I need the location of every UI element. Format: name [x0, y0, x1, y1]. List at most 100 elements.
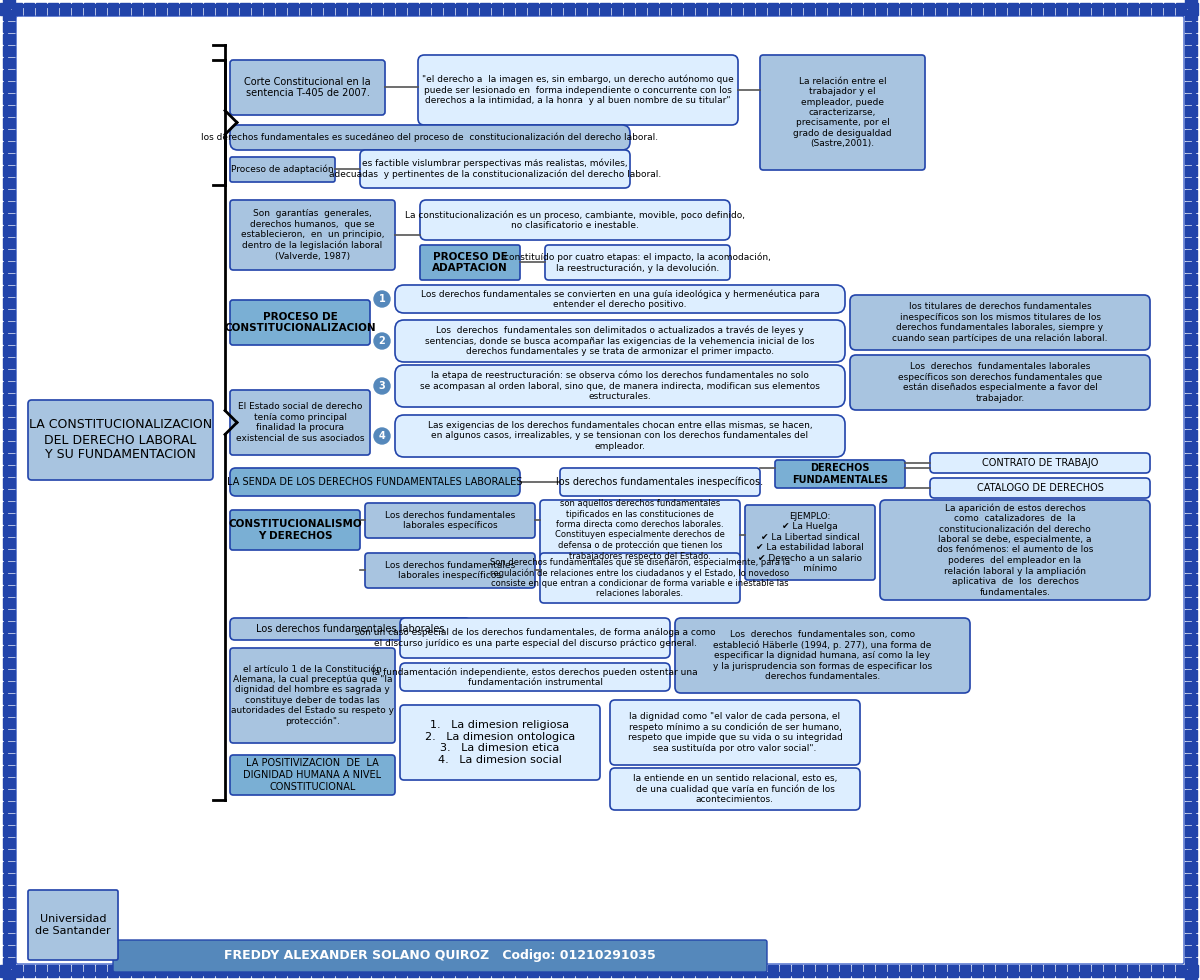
FancyBboxPatch shape	[610, 700, 860, 765]
FancyBboxPatch shape	[674, 618, 970, 693]
Bar	[468, 3, 478, 15]
Bar	[408, 965, 418, 977]
Bar	[156, 965, 166, 977]
FancyBboxPatch shape	[365, 503, 535, 538]
Bar	[780, 3, 790, 15]
Bar	[1186, 94, 1198, 104]
Bar	[504, 965, 514, 977]
FancyBboxPatch shape	[400, 618, 670, 658]
Bar	[420, 965, 430, 977]
Bar	[1186, 334, 1198, 344]
Bar	[756, 965, 766, 977]
Bar	[720, 965, 730, 977]
Bar	[2, 0, 14, 8]
Bar	[492, 965, 502, 977]
Bar	[84, 3, 94, 15]
Bar	[264, 965, 274, 977]
Bar	[1152, 3, 1162, 15]
Bar	[1186, 730, 1198, 740]
Bar	[528, 3, 538, 15]
Bar	[1186, 898, 1198, 908]
Bar	[1186, 754, 1198, 764]
Bar	[2, 250, 14, 260]
Bar	[576, 965, 586, 977]
Bar	[360, 3, 370, 15]
Bar	[2, 598, 14, 608]
Bar	[960, 3, 970, 15]
Text: los titulares de derechos fundamentales
inespecíficos son los mismos titulares d: los titulares de derechos fundamentales …	[893, 302, 1108, 343]
Bar	[2, 58, 14, 68]
Bar	[1186, 382, 1198, 392]
Bar	[1186, 346, 1198, 356]
Text: la entiende en un sentido relacional, esto es,
de una cualidad que varía en func: la entiende en un sentido relacional, es…	[632, 774, 838, 805]
Bar	[444, 965, 454, 977]
Bar	[228, 3, 238, 15]
Bar	[180, 3, 190, 15]
Text: DERECHOS
FUNDAMENTALES: DERECHOS FUNDAMENTALES	[792, 464, 888, 485]
Bar	[816, 965, 826, 977]
Bar	[648, 965, 658, 977]
Bar	[2, 658, 14, 668]
Bar	[444, 3, 454, 15]
Bar	[204, 965, 214, 977]
Bar	[564, 3, 574, 15]
FancyBboxPatch shape	[28, 890, 118, 960]
Bar	[120, 3, 130, 15]
FancyBboxPatch shape	[230, 157, 335, 182]
FancyBboxPatch shape	[395, 415, 845, 457]
Bar	[2, 478, 14, 488]
Circle shape	[374, 333, 390, 349]
FancyBboxPatch shape	[28, 400, 214, 480]
Text: 3: 3	[379, 381, 385, 391]
Bar	[2, 934, 14, 944]
Bar	[252, 3, 262, 15]
Bar	[2, 214, 14, 224]
Bar	[2, 802, 14, 812]
Bar	[516, 965, 526, 977]
Text: la etapa de reestructuración: se observa cómo los derechos fundamentales no solo: la etapa de reestructuración: se observa…	[420, 370, 820, 401]
FancyBboxPatch shape	[230, 125, 630, 150]
FancyBboxPatch shape	[230, 390, 370, 455]
Bar	[468, 965, 478, 977]
Bar	[528, 965, 538, 977]
Bar	[516, 3, 526, 15]
Text: los derechos fundamentales inespecíficos.: los derechos fundamentales inespecíficos…	[557, 476, 763, 487]
Bar	[216, 3, 226, 15]
Bar	[24, 3, 34, 15]
Bar	[1186, 358, 1198, 368]
FancyBboxPatch shape	[230, 755, 395, 795]
Bar	[2, 406, 14, 416]
Bar	[384, 965, 394, 977]
Bar	[2, 586, 14, 596]
Bar	[828, 965, 838, 977]
Bar	[1186, 670, 1198, 680]
Bar	[1186, 634, 1198, 644]
Bar	[2, 826, 14, 836]
Bar	[2, 142, 14, 152]
Bar	[2, 34, 14, 44]
Bar	[864, 3, 874, 15]
Text: PROCESO DE
CONSTITUCIONALIZACION: PROCESO DE CONSTITUCIONALIZACION	[224, 312, 376, 333]
Text: Los derechos fundamentales
laborales inespecíficos: Los derechos fundamentales laborales ine…	[385, 561, 515, 580]
Bar	[768, 965, 778, 977]
Bar	[2, 130, 14, 140]
Bar	[2, 190, 14, 200]
Bar	[2, 958, 14, 968]
Bar	[144, 3, 154, 15]
Bar	[624, 3, 634, 15]
Bar	[36, 965, 46, 977]
Bar	[1186, 226, 1198, 236]
Bar	[2, 310, 14, 320]
Bar	[1186, 58, 1198, 68]
Bar	[96, 965, 106, 977]
Bar	[132, 965, 142, 977]
Bar	[888, 965, 898, 977]
Bar	[2, 466, 14, 476]
Bar	[1176, 965, 1186, 977]
Bar	[972, 965, 982, 977]
Bar	[876, 3, 886, 15]
Bar	[1186, 838, 1198, 848]
Bar	[372, 965, 382, 977]
Bar	[2, 742, 14, 752]
Text: el artículo 1 de la Constitución
Alemana, la cual preceptúa que "la
dignidad del: el artículo 1 de la Constitución Alemana…	[230, 664, 394, 726]
